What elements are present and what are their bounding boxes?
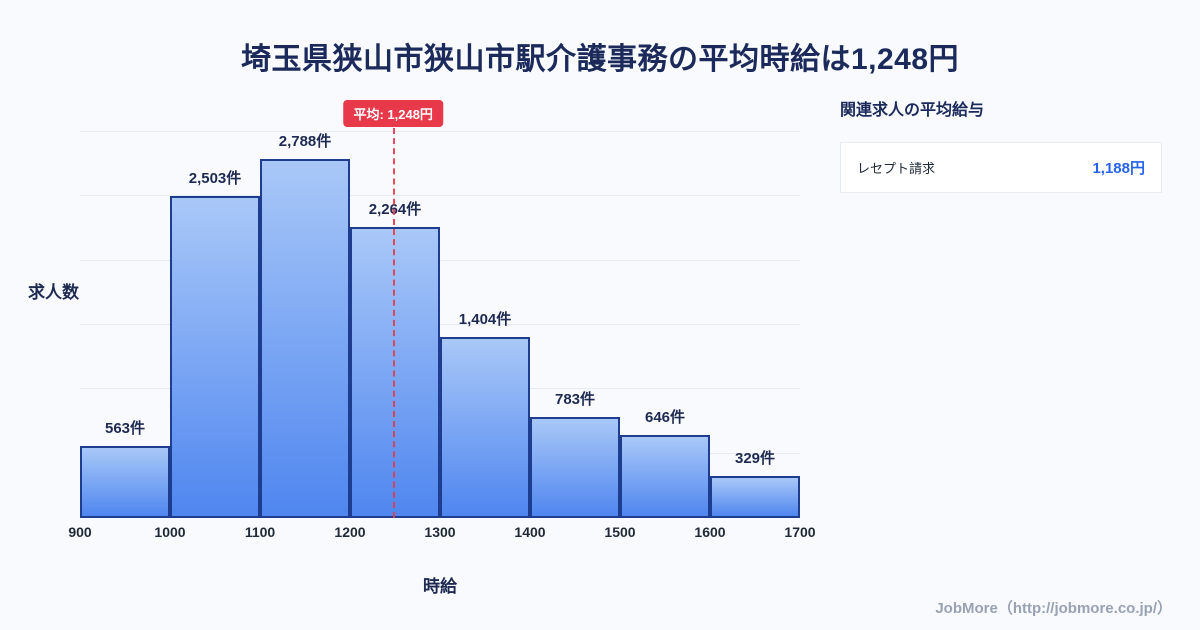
related-jobs-panel: 関連求人の平均給与 レセプト請求 1,188円 (840, 96, 1162, 193)
histogram-bar (620, 435, 710, 518)
bar-value-label: 646件 (644, 409, 686, 426)
footer-credit: JobMore（http://jobmore.co.jp/） (935, 600, 1172, 617)
x-tick-label: 1500 (604, 524, 636, 540)
histogram-bar (170, 196, 260, 518)
x-axis-label: 時給 (423, 577, 457, 596)
bar-value-label: 563件 (104, 420, 146, 437)
x-tick-label: 1400 (514, 524, 546, 540)
related-jobs-heading: 関連求人の平均給与 (840, 102, 985, 119)
x-tick-label: 1300 (424, 524, 456, 540)
histogram-bar (260, 159, 350, 518)
average-line (393, 128, 396, 518)
gridline (80, 131, 800, 133)
y-axis-label: 求人数 (28, 283, 79, 302)
bar-value-label: 783件 (554, 391, 596, 408)
gridline (80, 324, 800, 326)
gridline (80, 195, 800, 197)
list-item: レセプト請求 1,188円 (840, 142, 1162, 193)
x-tick-label: 1600 (694, 524, 726, 540)
x-axis-ticks: 900 1000 1100 1200 1300 1400 1500 1600 1700 (68, 524, 815, 544)
bar-value-label: 2,788件 (278, 133, 332, 150)
x-tick-label: 1200 (334, 524, 366, 540)
x-tick-label: 1700 (784, 524, 816, 540)
histogram-bar (710, 476, 800, 518)
bar-value-label: 2,503件 (188, 170, 242, 187)
histogram-bar (530, 417, 620, 518)
histogram-bar (440, 337, 530, 518)
x-tick-label: 1100 (244, 524, 276, 540)
bar-value-label: 329件 (734, 450, 776, 467)
average-badge: 平均: 1,248円 (343, 100, 443, 127)
related-job-value: 1,188円 (1092, 160, 1145, 177)
page-title: 埼玉県狭山市狭山市駅介護事務の平均時給は1,248円 (240, 43, 960, 76)
x-tick-label: 1000 (154, 524, 186, 540)
chart-plot: 563件 2,503件 2,788件 2,264件 1,404件 783件 646件 329件… (80, 100, 800, 518)
gridline (80, 259, 800, 261)
x-tick-label: 900 (68, 524, 92, 540)
histogram-bar (80, 446, 170, 518)
related-job-label: レセプト請求 (857, 161, 936, 176)
bar-value-label: 1,404件 (458, 311, 512, 328)
related-jobs-list: レセプト請求 1,188円 (840, 142, 1162, 193)
